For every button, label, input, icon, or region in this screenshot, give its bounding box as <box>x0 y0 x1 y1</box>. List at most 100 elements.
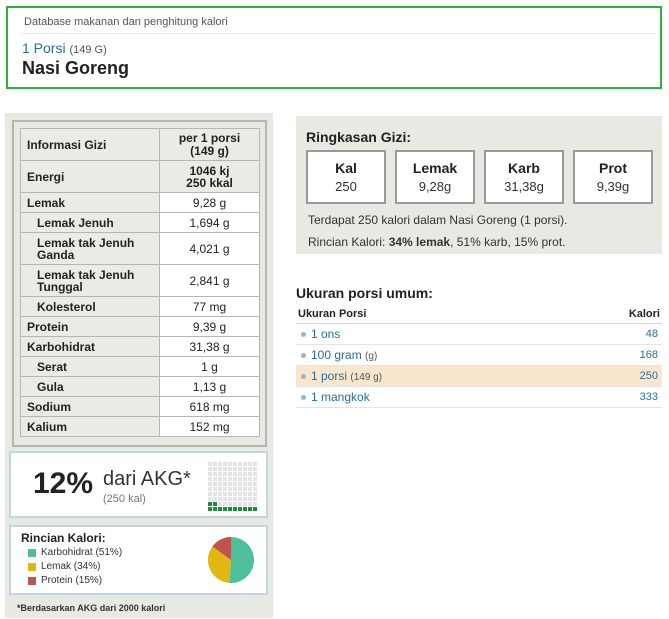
summary-card-value: 9,28g <box>418 179 452 194</box>
rda-cell <box>213 462 217 466</box>
nutrition-row: Kalium 152 mg <box>20 416 260 437</box>
rda-cell <box>208 507 212 511</box>
rda-cell <box>228 477 232 481</box>
rda-cell <box>233 462 237 466</box>
nutrition-summary: Ringkasan Gizi: Kal 250 Lemak 9,28g Karb… <box>296 116 662 254</box>
per-portion-text: per 1 porsi <box>178 130 241 145</box>
rda-cell <box>213 507 217 511</box>
nutrient-label: Serat <box>20 356 160 377</box>
rda-cell <box>243 507 247 511</box>
bullet-icon <box>301 395 306 400</box>
rda-cell <box>243 477 247 481</box>
rda-cell <box>238 507 242 511</box>
serving-name-link[interactable]: 1 porsi (149 g) <box>311 369 383 383</box>
serving-name-link[interactable]: 100 gram (g) <box>311 348 378 362</box>
calories-column: Kalori <box>628 308 660 320</box>
energy-label: Energi <box>20 160 160 193</box>
rda-cell <box>233 497 237 501</box>
rda-cell <box>233 477 237 481</box>
rda-cell <box>243 487 247 491</box>
rda-cell <box>238 472 242 476</box>
legend-protein: Protein (15%) <box>28 575 103 586</box>
rda-cell <box>218 507 222 511</box>
serving-calories-link[interactable]: 250 <box>639 370 658 382</box>
bullet-icon <box>301 332 306 337</box>
rda-cell <box>238 482 242 486</box>
rda-cell <box>228 482 232 486</box>
rda-label: dari AKG* <box>103 468 191 490</box>
serving-row-1-porsi-selected[interactable]: 1 porsi (149 g) 250 <box>296 366 662 387</box>
serving-row-100-gram[interactable]: 100 gram (g) 168 <box>296 345 662 366</box>
legend-carbs: Karbohidrat (51%) <box>28 547 123 558</box>
serving-calories-link[interactable]: 48 <box>645 328 658 340</box>
serving-calories-link[interactable]: 168 <box>639 349 658 361</box>
serving-row-mangkok[interactable]: 1 mangkok 333 <box>296 387 662 408</box>
rda-cell <box>223 502 227 506</box>
rda-cell <box>208 462 212 466</box>
rda-cell <box>248 492 252 496</box>
rda-cell <box>223 492 227 496</box>
legend-label-carbs: Karbohidrat (51%) <box>41 547 123 558</box>
energy-kj: 1046 kj <box>189 163 230 178</box>
legend-swatch-fat <box>28 563 36 571</box>
rda-footnote: *Berdasarkan AKG dari 2000 kalori <box>17 603 166 613</box>
energy-kcal: 250 kkal <box>186 175 233 190</box>
breakdown-rest: , 51% karb, 15% prot. <box>450 235 566 249</box>
nutrient-label: Protein <box>20 316 160 337</box>
rda-cell <box>208 482 212 486</box>
summary-title: Ringkasan Gizi: <box>306 129 412 145</box>
rda-cell <box>228 487 232 491</box>
nutrition-facts-panel: Informasi Gizi per 1 porsi (149 g) Energ… <box>5 113 273 618</box>
portion-selector[interactable]: 1 Porsi (149 G) <box>22 40 107 56</box>
rda-cell <box>233 507 237 511</box>
breakdown-fat: 34% lemak <box>388 235 451 249</box>
rda-cell <box>228 492 232 496</box>
serving-calories-link[interactable]: 333 <box>639 391 658 403</box>
serving-row-ons[interactable]: 1 ons 48 <box>296 324 662 345</box>
rda-cell <box>208 497 212 501</box>
nutrition-table: Informasi Gizi per 1 porsi (149 g) Energ… <box>20 128 260 437</box>
rda-cell <box>208 492 212 496</box>
rda-cell <box>223 467 227 471</box>
rda-cell <box>243 462 247 466</box>
rda-cell <box>248 472 252 476</box>
legend-fat: Lemak (34%) <box>28 561 100 572</box>
rda-cell <box>238 462 242 466</box>
nutrition-row: Lemak tak Jenuh Ganda 4,021 g <box>20 232 260 265</box>
nutrition-row: Kolesterol 77 mg <box>20 296 260 317</box>
summary-card-value: 31,38g <box>504 179 544 194</box>
rda-cell <box>233 502 237 506</box>
rda-cell <box>253 492 257 496</box>
rda-cell <box>238 477 242 481</box>
summary-calorie-sentence: Terdapat 250 kalori dalam Nasi Goreng (1… <box>308 213 568 227</box>
rda-cell <box>213 487 217 491</box>
site-subtitle: Database makanan dan penghitung kalori <box>24 16 228 28</box>
rda-cell <box>218 472 222 476</box>
rda-cell <box>208 477 212 481</box>
food-name: Nasi Goreng <box>22 58 130 78</box>
legend-label-protein: Protein (15%) <box>41 575 103 586</box>
serving-name-link[interactable]: 1 mangkok <box>311 390 370 404</box>
rda-cell <box>218 487 222 491</box>
rda-cell <box>213 482 217 486</box>
serving-name-link[interactable]: 1 ons <box>311 327 341 341</box>
nutrition-row: Gula 1,13 g <box>20 376 260 397</box>
nutrient-value: 152 mg <box>159 416 260 437</box>
rda-cell <box>253 462 257 466</box>
rda-cell <box>218 467 222 471</box>
rda-cell <box>253 472 257 476</box>
rda-cell <box>218 482 222 486</box>
rda-cell <box>228 502 232 506</box>
nutrition-header-row: Informasi Gizi per 1 porsi (149 g) <box>20 128 260 161</box>
rda-cell <box>248 502 252 506</box>
rda-cell <box>243 502 247 506</box>
summary-breakdown-sentence: Rincian Kalori: 34% lemak, 51% karb, 15%… <box>308 235 566 249</box>
rda-cell <box>213 477 217 481</box>
nutrient-value: 618 mg <box>159 396 260 417</box>
rda-cell <box>218 497 222 501</box>
rda-cell <box>213 492 217 496</box>
portion-label: 1 Porsi <box>22 40 66 56</box>
rda-cell <box>228 462 232 466</box>
rda-cell <box>248 507 252 511</box>
rda-cell <box>248 497 252 501</box>
